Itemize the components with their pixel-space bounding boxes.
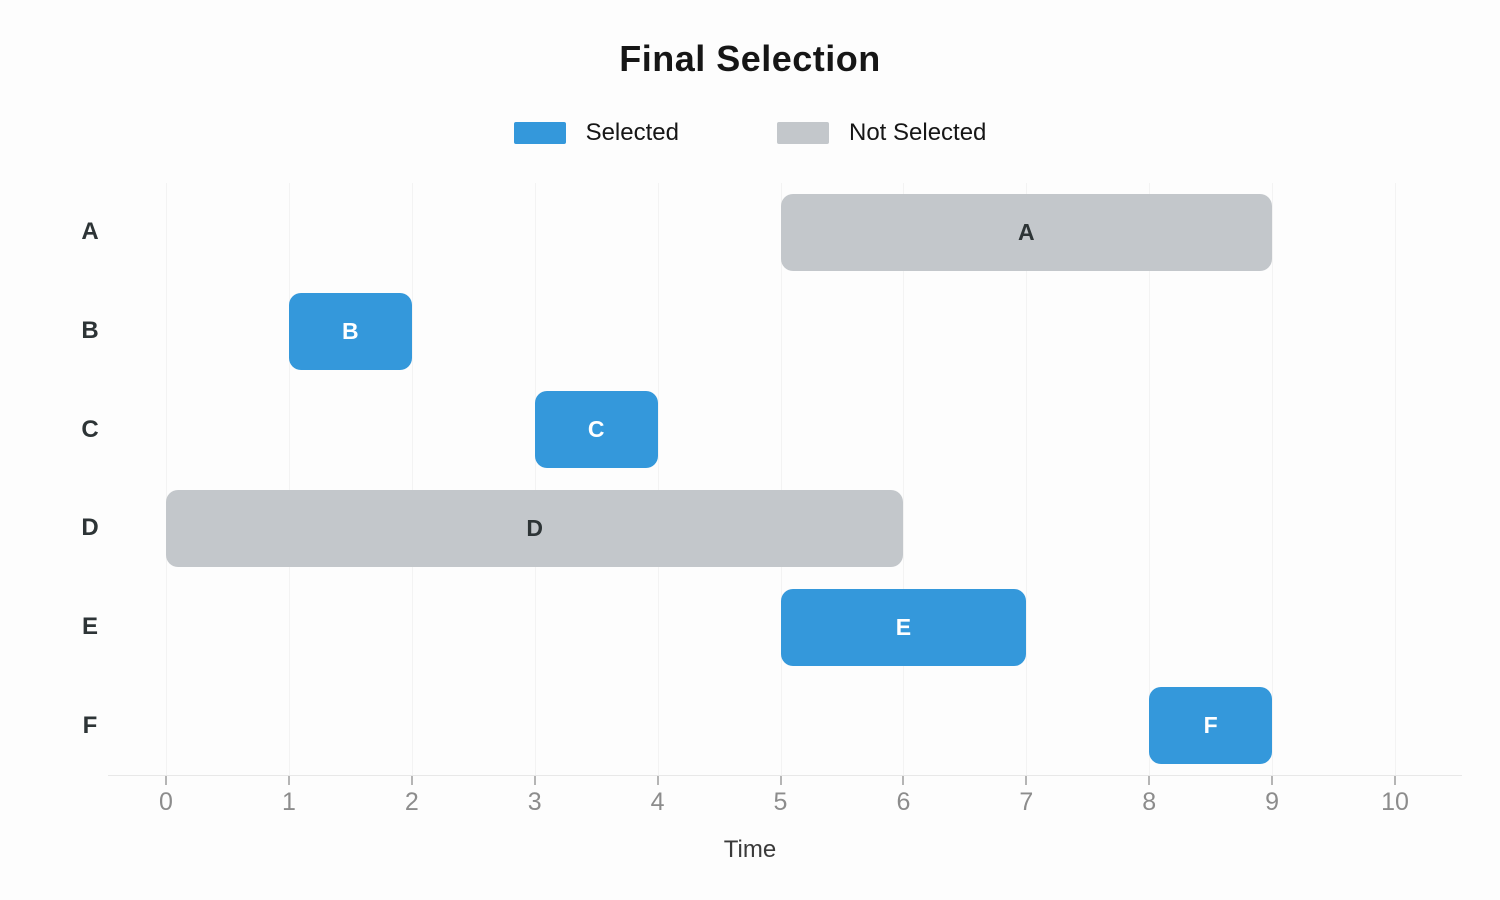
x-tick-mark-1 <box>287 776 290 785</box>
legend-item-selected: Selected <box>513 119 679 147</box>
x-tick-label-6: 6 <box>896 788 911 816</box>
x-tick-label-8: 8 <box>1142 788 1157 816</box>
x-tick-mark-2 <box>410 776 413 785</box>
x-tick-label-9: 9 <box>1265 788 1280 816</box>
chart-title: Final Selection <box>619 38 881 79</box>
gridline-4 <box>657 183 659 775</box>
gridline-7 <box>1026 183 1028 775</box>
bar-B: B <box>288 292 412 370</box>
gridline-2 <box>411 183 413 775</box>
x-axis-line <box>108 775 1462 776</box>
x-axis-title: Time <box>723 836 777 863</box>
x-tick-label-4: 4 <box>650 788 665 816</box>
x-tick-mark-9 <box>1271 776 1274 785</box>
row-label-B: B <box>81 317 99 344</box>
gridline-8 <box>1149 183 1151 775</box>
x-tick-mark-0 <box>165 776 167 785</box>
row-label-D: D <box>81 514 99 542</box>
legend: Selected Not Selected <box>0 119 1500 147</box>
x-tick-mark-8 <box>1148 776 1151 785</box>
x-tick-label-0: 0 <box>159 788 173 816</box>
legend-label-selected: Selected <box>585 119 679 146</box>
x-tick-mark-5 <box>779 776 782 785</box>
row-label-F: F <box>82 711 98 739</box>
row-label-A: A <box>81 218 99 246</box>
gridline-1 <box>288 183 290 775</box>
row-label-E: E <box>81 613 99 640</box>
legend-swatch-not-selected <box>776 122 829 144</box>
bar-A: A <box>780 193 1273 271</box>
x-tick-label-10: 10 <box>1381 788 1409 816</box>
bar-C: C <box>534 391 658 469</box>
gridline-0 <box>166 183 167 775</box>
legend-label-not-selected: Not Selected <box>848 119 987 146</box>
x-tick-label-1: 1 <box>281 788 296 816</box>
x-tick-mark-7 <box>1025 776 1028 785</box>
bar-F: F <box>1149 687 1273 765</box>
x-tick-mark-3 <box>533 776 536 785</box>
legend-item-not-selected: Not Selected <box>776 119 987 147</box>
x-tick-label-3: 3 <box>527 788 542 816</box>
bar-E: E <box>780 588 1027 666</box>
x-tick-label-5: 5 <box>773 788 788 816</box>
legend-swatch-selected <box>513 122 566 144</box>
x-tick-mark-4 <box>656 776 659 785</box>
x-tick-mark-10 <box>1394 776 1396 785</box>
gridline-5 <box>780 183 782 775</box>
bar-D: D <box>166 489 904 567</box>
gridline-9 <box>1272 183 1274 775</box>
x-tick-mark-6 <box>902 776 905 785</box>
x-tick-label-7: 7 <box>1019 788 1034 816</box>
row-label-C: C <box>81 415 99 443</box>
gridline-10 <box>1395 183 1396 775</box>
gridline-6 <box>903 183 905 775</box>
gridline-3 <box>534 183 536 775</box>
x-tick-label-2: 2 <box>404 788 419 816</box>
